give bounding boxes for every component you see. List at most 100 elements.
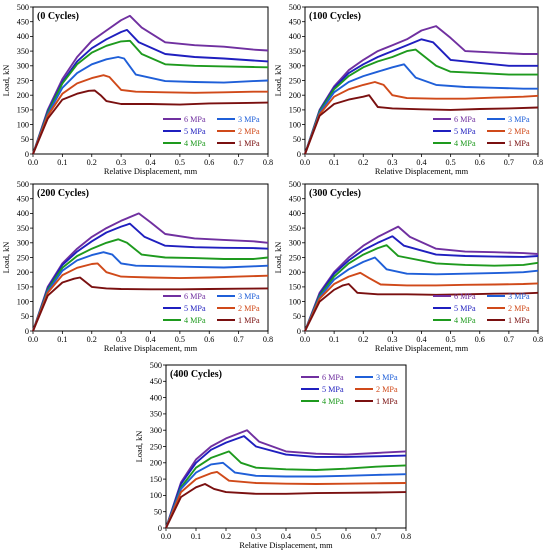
x-tick-label: 0.3 — [251, 532, 261, 541]
y-tick-label: 500 — [289, 3, 301, 12]
series-line-5-mpa — [165, 435, 407, 529]
legend: 6 MPa 3 MPa 5 MPa 2 MPa 4 MPa 1 MPa — [163, 292, 260, 325]
y-tick-label: 300 — [150, 426, 162, 435]
y-tick-label: 500 — [17, 180, 29, 189]
x-axis-label: Relative Displacement, mm — [104, 167, 198, 176]
y-tick-label: 250 — [150, 442, 162, 451]
y-tick-label: 500 — [150, 361, 162, 370]
x-tick-label: 0.3 — [387, 335, 397, 344]
x-tick-label: 0.7 — [234, 335, 244, 344]
x-tick-label: 0.0 — [300, 335, 310, 344]
y-tick-label: 150 — [150, 475, 162, 484]
series-line-1-mpa — [32, 89, 269, 155]
series-line-3-mpa — [304, 256, 539, 332]
series-line-6-mpa — [32, 14, 269, 155]
x-tick-label: 0.0 — [300, 158, 310, 167]
series-line-3-mpa — [32, 251, 269, 332]
legend-label: 6 MPa — [454, 115, 476, 124]
y-tick-label: 200 — [289, 268, 301, 277]
series-line-5-mpa — [304, 38, 538, 155]
series-line-2-mpa — [32, 74, 268, 155]
legend-label: 2 MPa — [238, 304, 260, 313]
series-line-1-mpa — [165, 483, 407, 529]
x-tick-label: 0.1 — [329, 335, 339, 344]
x-tick-label: 0.5 — [446, 158, 456, 167]
legend-label: 2 MPa — [508, 127, 530, 136]
y-tick-label: 50 — [21, 312, 29, 321]
x-tick-label: 0.1 — [191, 532, 201, 541]
x-tick-label: 0.8 — [533, 158, 543, 167]
y-tick-label: 250 — [17, 76, 29, 85]
plot-area — [32, 183, 269, 332]
y-tick-label: 400 — [150, 393, 162, 402]
y-axis-label: Load, kN — [274, 65, 283, 97]
legend-label: 6 MPa — [184, 115, 206, 124]
legend-label: 5 MPa — [454, 304, 476, 313]
x-tick-label: 0.1 — [329, 158, 339, 167]
x-tick-label: 0.6 — [475, 335, 485, 344]
panel-title: (400 Cycles) — [170, 369, 222, 380]
series-line-2-mpa — [304, 271, 539, 332]
series-line-4-mpa — [304, 48, 538, 155]
y-tick-label: 400 — [17, 32, 29, 41]
y-tick-label: 350 — [289, 224, 301, 233]
y-tick-label: 150 — [17, 283, 29, 292]
x-tick-label: 0.3 — [387, 158, 397, 167]
legend-label: 5 MPa — [454, 127, 476, 136]
y-tick-label: 450 — [17, 195, 29, 204]
x-tick-label: 0.6 — [204, 335, 214, 344]
y-tick-label: 300 — [289, 62, 301, 71]
x-axis-label: Relative Displacement, mm — [239, 541, 333, 550]
plot-area — [32, 6, 269, 155]
x-tick-label: 0.2 — [221, 532, 231, 541]
x-axis-label: Relative Displacement, mm — [375, 344, 469, 353]
legend-label: 3 MPa — [508, 292, 530, 301]
chart-panel-3: 0 50 100 150 200 250 300 350 400 450 500 0.0 0.1 0.2 0… — [274, 180, 543, 353]
legend-label: 4 MPa — [454, 139, 476, 148]
y-axis-label: Load, kN — [135, 431, 144, 463]
x-tick-label: 0.0 — [161, 532, 171, 541]
x-tick-label: 0.0 — [28, 158, 38, 167]
y-tick-label: 450 — [289, 18, 301, 27]
series-line-1-mpa — [304, 283, 539, 332]
panel-title: (100 Cycles) — [309, 11, 361, 22]
y-tick-label: 150 — [289, 106, 301, 115]
legend-label: 5 MPa — [184, 127, 206, 136]
series-line-1-mpa — [304, 94, 539, 155]
legend-label: 6 MPa — [184, 292, 206, 301]
y-tick-label: 300 — [17, 62, 29, 71]
x-tick-label: 0.8 — [263, 158, 273, 167]
x-tick-label: 0.8 — [401, 532, 411, 541]
y-tick-label: 400 — [17, 209, 29, 218]
plot-area — [165, 364, 407, 529]
x-tick-label: 0.7 — [504, 335, 514, 344]
series-line-1-mpa — [32, 276, 269, 332]
y-tick-label: 100 — [150, 491, 162, 500]
legend-label: 3 MPa — [508, 115, 530, 124]
legend-label: 5 MPa — [184, 304, 206, 313]
y-tick-label: 50 — [21, 135, 29, 144]
legend: 6 MPa 3 MPa 5 MPa 2 MPa 4 MPa 1 MPa — [301, 373, 398, 406]
series-line-4-mpa — [304, 244, 539, 332]
y-tick-label: 0 — [25, 327, 29, 336]
x-tick-label: 0.4 — [145, 158, 155, 167]
legend-label: 6 MPa — [454, 292, 476, 301]
x-tick-label: 0.4 — [416, 335, 426, 344]
series-line-6-mpa — [304, 25, 538, 155]
series-line-3-mpa — [165, 461, 407, 529]
legend-label: 4 MPa — [322, 397, 344, 406]
y-tick-label: 350 — [289, 47, 301, 56]
x-tick-label: 0.7 — [234, 158, 244, 167]
y-tick-label: 100 — [17, 297, 29, 306]
chart-panel-2: 0 50 100 150 200 250 300 350 400 450 500 0.0 0.1 0.2 0… — [2, 180, 273, 353]
x-axis-label: Relative Displacement, mm — [104, 344, 198, 353]
y-axis-label: Load, kN — [2, 242, 11, 274]
x-tick-label: 0.4 — [416, 158, 426, 167]
series-line-4-mpa — [32, 39, 269, 155]
panel-title: (0 Cycles) — [37, 11, 79, 22]
y-tick-label: 0 — [297, 150, 301, 159]
series-line-5-mpa — [32, 28, 269, 155]
series-line-5-mpa — [32, 222, 269, 332]
y-tick-label: 0 — [25, 150, 29, 159]
x-tick-label: 0.1 — [57, 158, 67, 167]
